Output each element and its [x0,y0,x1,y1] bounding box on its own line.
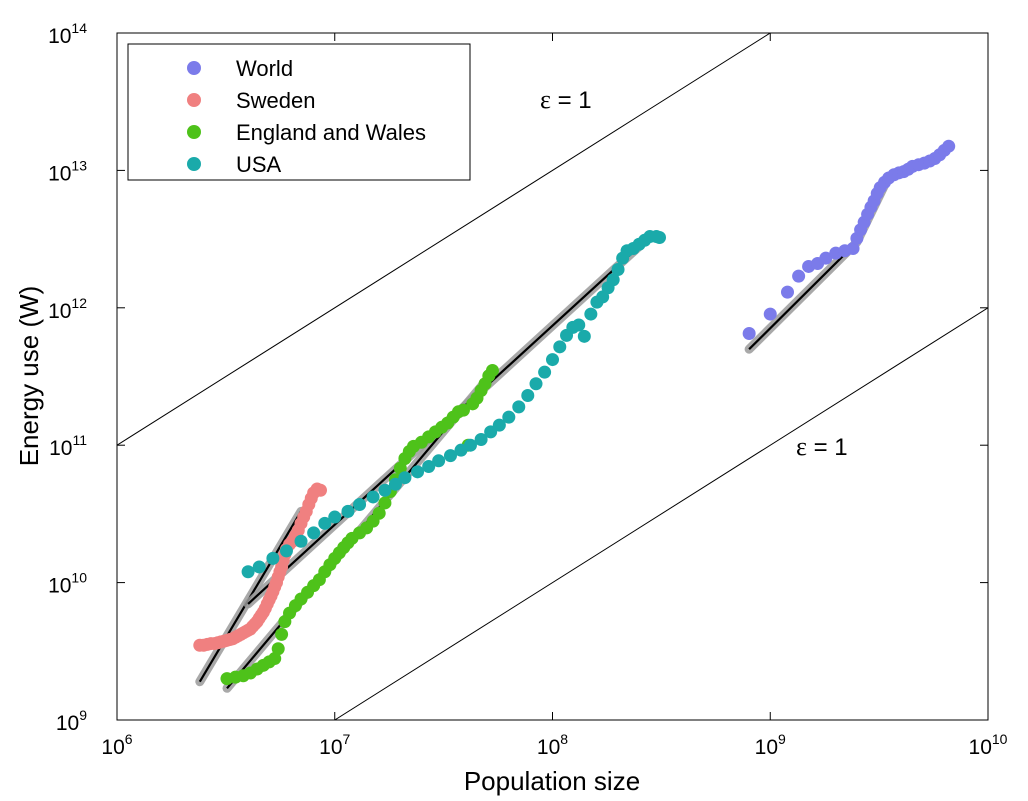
point-usa [318,516,332,530]
point-england-and-wales [268,652,282,666]
point-usa [502,410,516,424]
y-tick-label: 1010 [48,570,87,598]
point-england-and-wales [456,403,470,417]
point-usa [328,510,342,524]
point-usa [553,340,567,354]
x-axis-label: Population size [464,766,640,796]
point-usa [366,490,380,504]
point-usa [529,377,543,391]
legend-box [127,43,471,181]
legend-marker-sweden [187,93,201,107]
x-tick-label: 109 [755,731,786,759]
point-usa [572,318,586,332]
point-usa [432,454,446,468]
point-sweden [313,483,327,497]
point-usa [492,418,506,432]
point-usa [294,534,308,548]
point-usa [463,438,477,452]
point-usa [241,565,255,579]
point-world [792,269,806,283]
legend-marker-usa [187,157,201,171]
lower-epsilon-annotation: ε = 1 [796,432,848,461]
point-world [763,307,777,321]
x-tick-label: 106 [101,731,132,759]
point-usa [398,471,412,485]
point-usa [611,262,625,276]
point-england-and-wales [485,363,499,377]
point-usa [652,230,666,244]
point-usa [512,400,526,414]
point-usa [422,459,436,473]
point-usa [411,465,425,479]
legend: World Sweden England and Wales USA [127,43,471,181]
point-england-and-wales [275,627,289,641]
point-usa [252,560,266,574]
point-world [846,242,860,256]
point-usa [266,551,280,565]
y-tick-label: 109 [56,707,87,735]
point-usa [353,498,367,512]
x-tick-label: 108 [537,731,568,759]
upper-epsilon-annotation: ε = 1 [540,85,592,114]
point-usa [546,353,559,367]
y-tick-label: 1014 [48,20,87,48]
point-usa [307,526,321,540]
legend-label-usa: USA [236,152,282,177]
y-tick-label: 1012 [48,295,87,323]
legend-label-england-and-wales: England and Wales [236,120,426,145]
x-tick-label: 1010 [969,731,1008,759]
point-usa [606,273,620,287]
point-usa [584,307,598,321]
y-tick-label: 1011 [49,432,87,460]
y-axis-label: Energy use (W) [14,286,44,467]
reference-line-1 [117,33,771,446]
point-usa [474,433,488,447]
legend-marker-england-and-wales [187,125,201,139]
x-tick-label: 107 [319,731,350,759]
point-usa [443,449,457,463]
point-world [819,251,833,265]
point-usa [388,477,402,491]
point-world [780,285,794,299]
legend-label-sweden: Sweden [236,88,316,113]
point-usa [341,504,355,518]
point-usa [378,483,392,497]
point-usa [538,365,552,379]
legend-label-world: World [236,56,293,81]
point-usa [577,329,591,343]
point-world [742,327,756,341]
legend-marker-world [187,61,201,75]
x-axis-ticks: 106 107 108 109 1010 [101,33,1008,759]
point-usa [521,388,535,402]
point-usa [279,544,293,558]
data-points [193,139,956,686]
y-axis-ticks: 109 1010 1011 1012 1013 1014 [48,20,988,735]
point-england-and-wales [378,496,392,510]
point-world [942,139,956,153]
point-england-and-wales [271,642,285,656]
reference-lines [117,33,988,720]
fit-lines [195,172,894,693]
point-england-and-wales [372,506,386,520]
reference-line-2 [334,307,988,720]
y-tick-label: 1013 [48,157,87,185]
